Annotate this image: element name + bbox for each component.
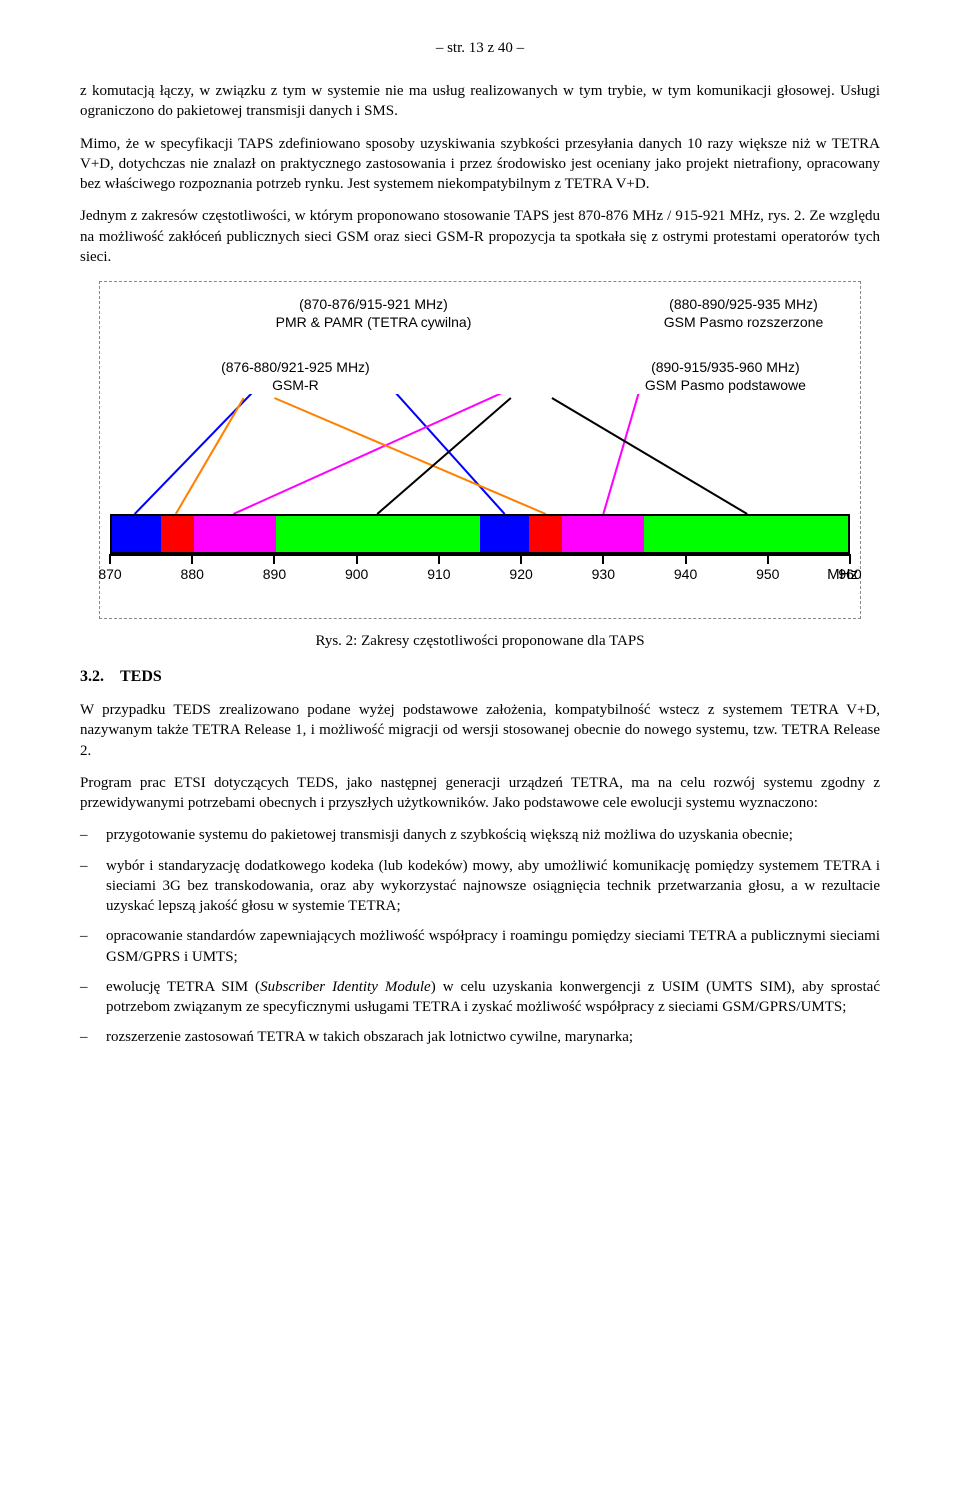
- axis-tick: 940: [686, 554, 687, 564]
- frequency-axis: 870880890900910920930940950960 MHz: [110, 554, 850, 594]
- spectrum-bar: [110, 514, 850, 554]
- page-number: – str. 13 z 40 –: [80, 40, 880, 57]
- list-item: przygotowanie systemu do pakietowej tran…: [80, 825, 880, 845]
- section-heading: 3.2. TEDS: [80, 668, 880, 686]
- connector-lines: [110, 394, 850, 514]
- spectrum-segment: [276, 516, 480, 552]
- paragraph: Mimo, że w specyfikacji TAPS zdefiniowan…: [80, 134, 880, 195]
- axis-tick: 950: [768, 554, 769, 564]
- label-gsm-base: (890-915/935-960 MHz) GSM Pasmo podstawo…: [451, 359, 940, 394]
- list-item: wybór i standaryzację dodatkowego kodeka…: [80, 856, 880, 917]
- spectrum-segment: [161, 516, 194, 552]
- axis-tick: 910: [439, 554, 440, 564]
- axis-tick: 900: [357, 554, 358, 564]
- axis-tick: 890: [274, 554, 275, 564]
- spectrum-segment: [480, 516, 529, 552]
- list-item: opracowanie standardów zapewniających mo…: [80, 926, 880, 967]
- axis-tick: 930: [603, 554, 604, 564]
- spectrum-segment: [644, 516, 848, 552]
- list-item: rozszerzenie zastosowań TETRA w takich o…: [80, 1027, 880, 1047]
- paragraph: Jednym z zakresów częstotliwości, w któr…: [80, 206, 880, 267]
- axis-tick: 870: [110, 554, 111, 564]
- label-gsm-ext: (880-890/925-935 MHz) GSM Pasmo rozszerz…: [577, 296, 910, 331]
- axis-tick: 920: [521, 554, 522, 564]
- paragraph: W przypadku TEDS zrealizowano podane wyż…: [80, 700, 880, 761]
- bullet-list: przygotowanie systemu do pakietowej tran…: [80, 825, 880, 1047]
- figure-caption: Rys. 2: Zakresy częstotliwości proponowa…: [80, 633, 880, 650]
- spectrum-segment: [562, 516, 644, 552]
- frequency-spectrum-figure: (870-876/915-921 MHz) PMR & PAMR (TETRA …: [99, 281, 861, 619]
- axis-unit: MHz: [827, 566, 858, 583]
- spectrum-segment: [529, 516, 562, 552]
- paragraph: Program prac ETSI dotyczących TEDS, jako…: [80, 773, 880, 814]
- spectrum-segment: [194, 516, 276, 552]
- paragraph: z komutacją łączy, w związku z tym w sys…: [80, 81, 880, 122]
- axis-tick: 960: [850, 554, 851, 564]
- label-pmr-pamr: (870-876/915-921 MHz) PMR & PAMR (TETRA …: [110, 296, 577, 331]
- axis-tick: 880: [192, 554, 193, 564]
- list-item: ewolucję TETRA SIM (Subscriber Identity …: [80, 977, 880, 1018]
- label-gsm-r: (876-880/921-925 MHz) GSM-R: [110, 359, 451, 394]
- spectrum-segment: [112, 516, 161, 552]
